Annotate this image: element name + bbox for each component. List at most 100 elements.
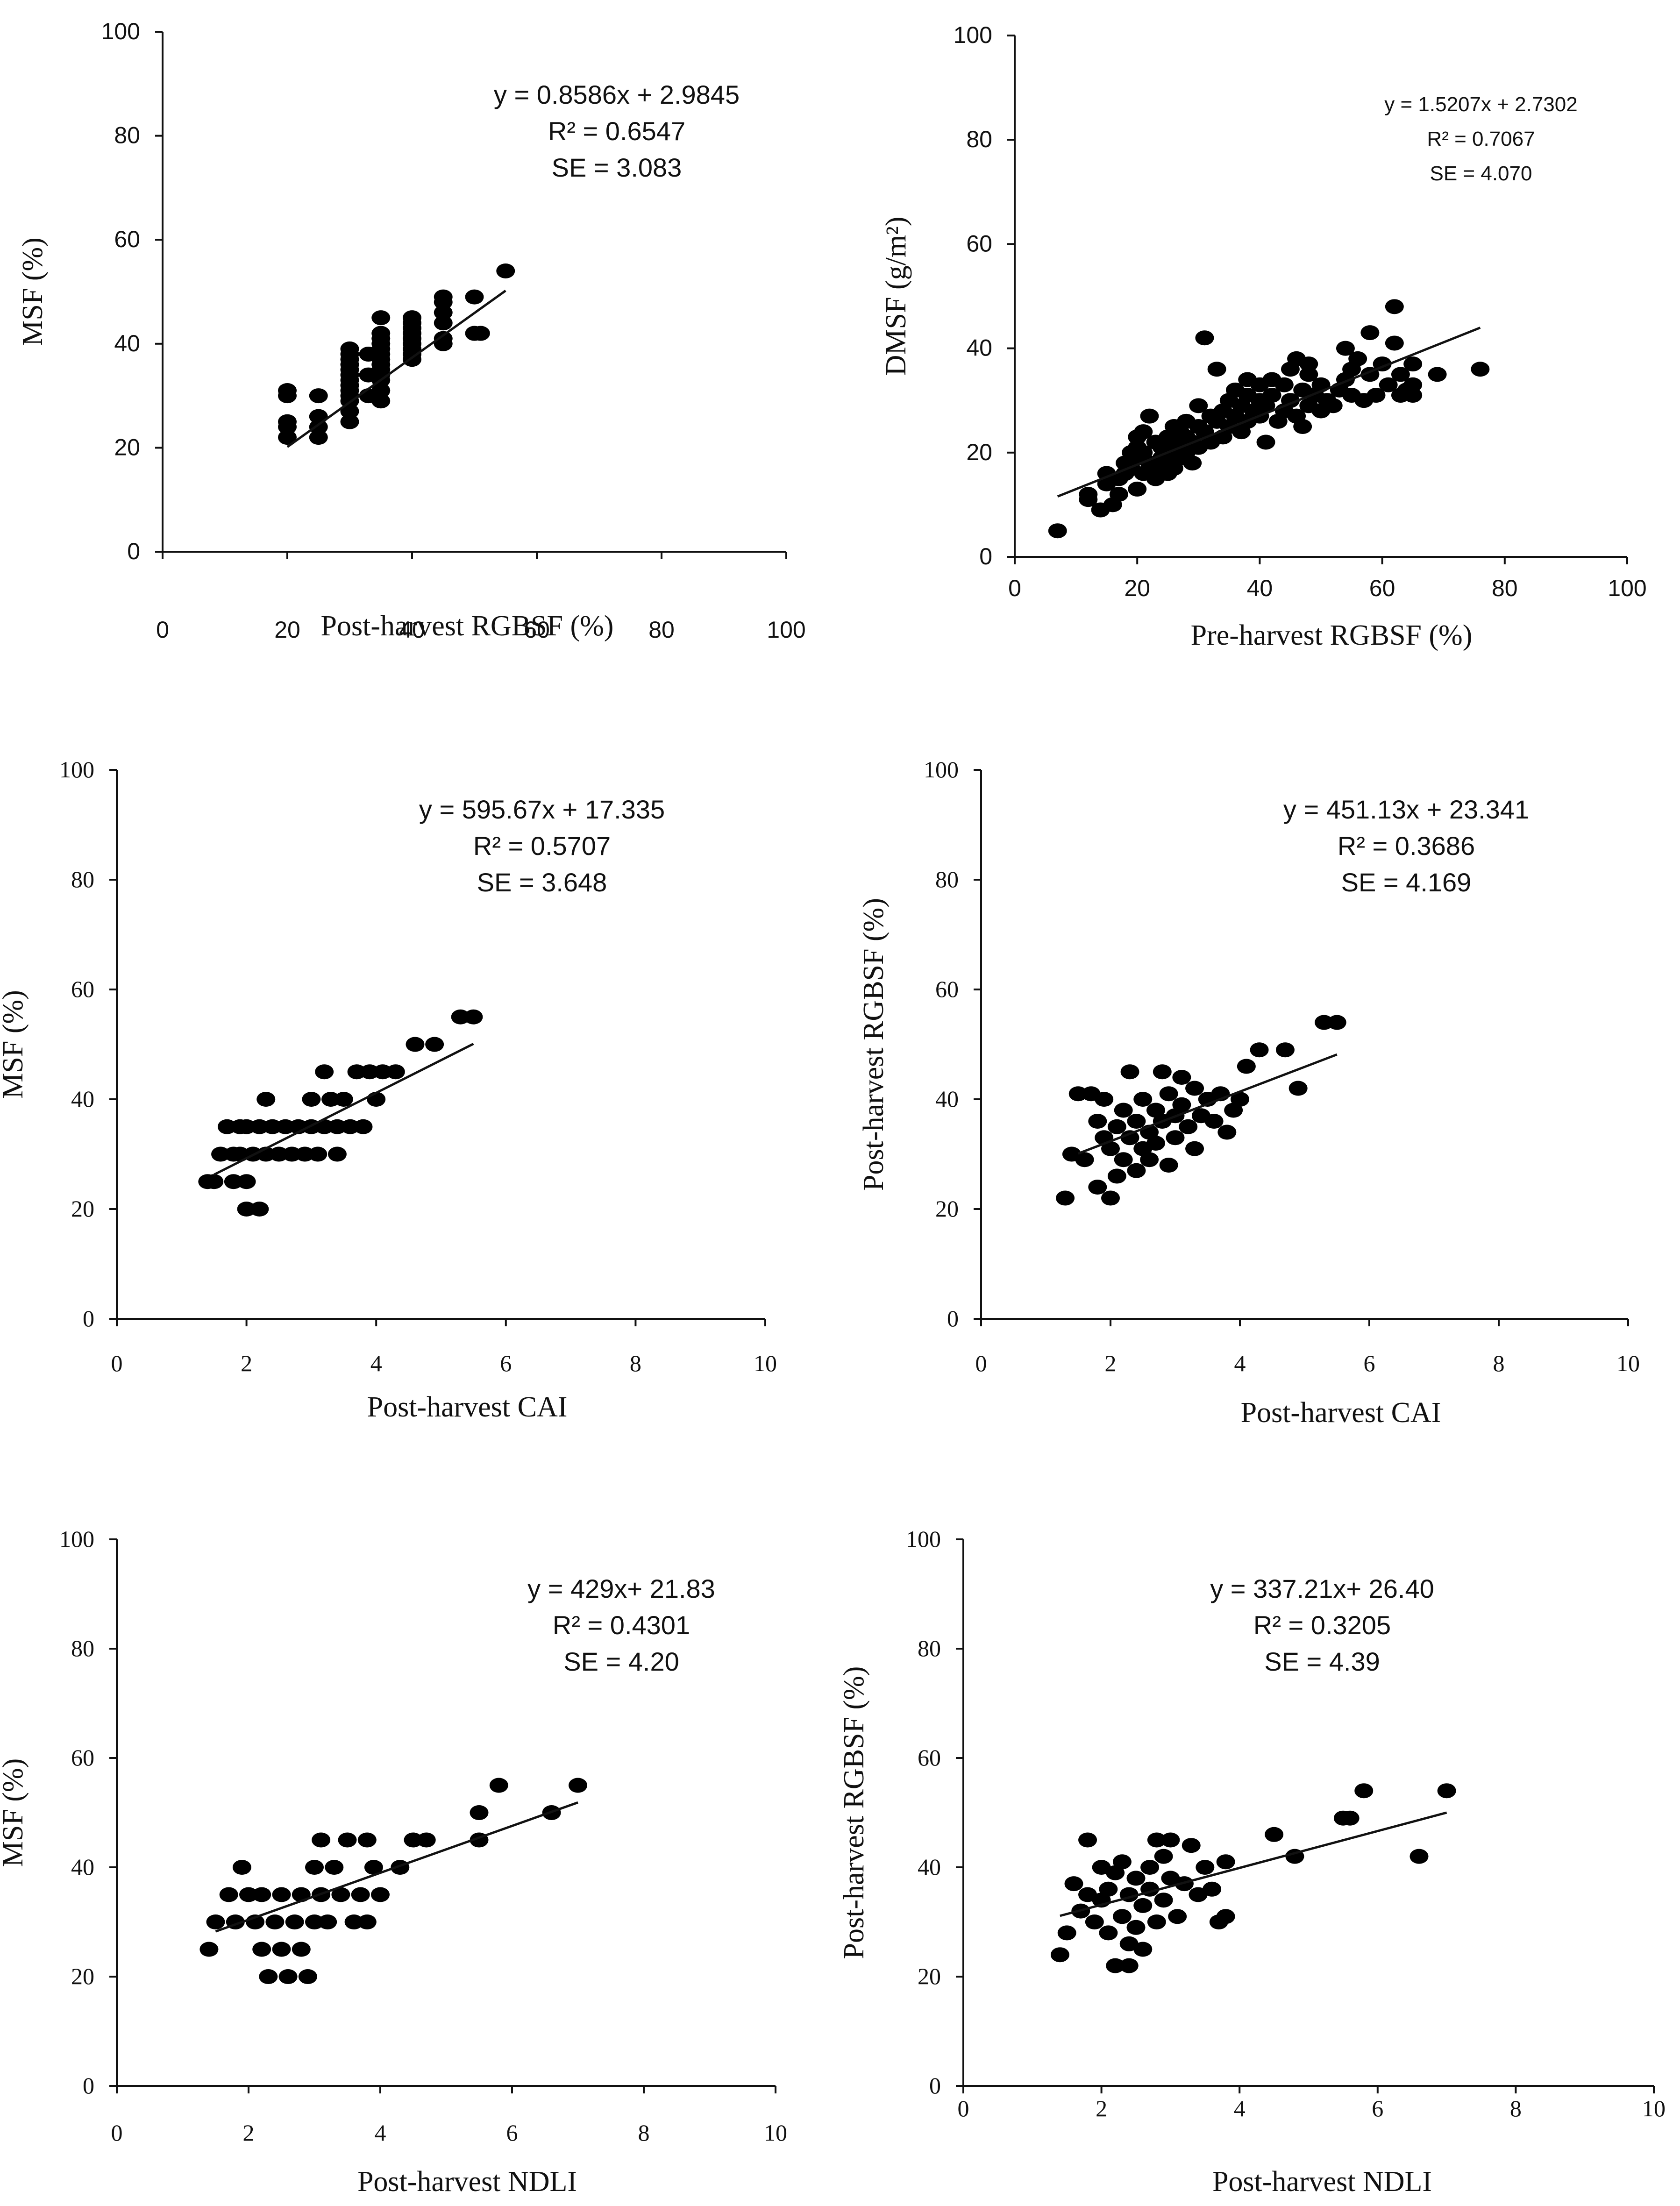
y-tick-label: 60 <box>71 976 94 1002</box>
data-point <box>360 1064 379 1080</box>
data-point <box>1327 1015 1346 1030</box>
data-point <box>1101 1190 1120 1206</box>
data-point <box>1196 1860 1215 1875</box>
x-tick-label: 2 <box>241 1350 252 1376</box>
y-tick-label: 80 <box>935 866 959 892</box>
data-point <box>1107 1168 1126 1184</box>
data-point <box>1134 424 1153 440</box>
x-tick-label: 8 <box>630 1350 641 1376</box>
y-tick-label: 0 <box>947 1305 959 1331</box>
data-point <box>1189 1887 1208 1902</box>
data-point <box>1437 1783 1456 1799</box>
regression-r2-label: R² = 0.6547 <box>548 116 685 146</box>
data-point <box>1379 377 1398 392</box>
data-point <box>403 310 421 326</box>
y-tick-label: 100 <box>59 1526 94 1552</box>
data-point <box>252 1887 271 1902</box>
data-point <box>272 1887 291 1902</box>
data-point <box>1182 1838 1201 1853</box>
data-point <box>1207 362 1226 377</box>
data-point <box>1048 523 1067 539</box>
data-point <box>1088 1180 1107 1195</box>
data-point <box>219 1887 238 1902</box>
data-point <box>1146 1136 1165 1151</box>
data-point <box>1471 362 1490 377</box>
y-tick-label: 80 <box>71 866 94 892</box>
regression-equation-label: y = 337.21x+ 26.40 <box>1210 1574 1434 1603</box>
regression-equation-label: y = 429x+ 21.83 <box>527 1574 715 1603</box>
data-point <box>224 1174 243 1189</box>
data-point <box>351 1887 370 1902</box>
data-point <box>1385 335 1404 351</box>
data-point <box>206 1914 225 1929</box>
panel-msf-vs-post-harvest-rgbsf: 0 20 40 60 80 100 0 20 40 60 80 100 Post-harvest RGB… <box>17 18 806 643</box>
data-point <box>340 341 359 356</box>
data-point <box>1315 1015 1334 1030</box>
y-tick-label: 60 <box>71 1744 94 1771</box>
data-point <box>1079 487 1098 502</box>
data-point <box>371 1887 390 1902</box>
data-point <box>1153 1064 1172 1080</box>
y-tick-label: 100 <box>59 756 94 783</box>
x-tick-label: 4 <box>370 1350 382 1376</box>
y-tick-label: 0 <box>127 538 140 564</box>
y-tick-label: 60 <box>966 230 992 256</box>
data-point <box>327 1146 347 1162</box>
x-tick-label: 8 <box>1510 2095 1522 2121</box>
data-point <box>321 1092 341 1107</box>
y-tick-label: 40 <box>918 1854 941 1880</box>
data-point <box>278 383 297 398</box>
data-point <box>1126 1871 1146 1886</box>
data-point <box>1348 351 1367 366</box>
data-point <box>1293 419 1312 434</box>
y-tick-label: 0 <box>979 543 992 569</box>
regression-se-label: SE = 4.39 <box>1264 1647 1380 1676</box>
data-point <box>386 1064 405 1080</box>
data-point <box>1231 1092 1249 1107</box>
y-tick-label: 100 <box>101 18 140 44</box>
data-point <box>371 393 391 409</box>
data-point <box>309 388 328 404</box>
panel-dmsf-vs-pre-harvest-rgbsf: 0 20 40 60 80 100 0 20 40 60 80 100 Pre-harvest RGBS… <box>880 22 1647 651</box>
data-point <box>465 289 484 305</box>
data-point <box>259 1969 278 1984</box>
data-point <box>1101 1141 1120 1156</box>
x-axis-title: Post-harvest CAI <box>1241 1397 1441 1429</box>
x-tick-label: 0 <box>111 2120 123 2146</box>
data-point <box>276 1119 295 1134</box>
data-point <box>270 1146 288 1162</box>
y-tick-label: 40 <box>935 1086 959 1112</box>
trendline <box>1057 327 1481 498</box>
data-point <box>451 1009 470 1025</box>
x-tick-label: 40 <box>399 617 425 643</box>
y-tick-label: 20 <box>935 1196 959 1222</box>
y-tick-label: 60 <box>114 226 140 252</box>
data-point <box>1127 1163 1146 1178</box>
data-point <box>364 1860 383 1875</box>
x-tick-label: 4 <box>1234 2095 1246 2121</box>
x-axis-title: Post-harvest NDLI <box>1212 2166 1432 2198</box>
data-point <box>309 419 328 434</box>
data-point <box>237 1174 256 1189</box>
regression-equation-label: y = 451.13x + 23.341 <box>1283 795 1529 824</box>
x-tick-label: 100 <box>767 617 805 643</box>
data-point <box>1336 341 1355 356</box>
regression-r2-label: R² = 0.3686 <box>1338 831 1475 861</box>
y-tick-label: 80 <box>966 126 992 152</box>
data-point <box>341 1119 360 1134</box>
data-point <box>1185 1141 1204 1156</box>
data-point <box>325 1860 344 1875</box>
data-point <box>1078 1887 1097 1902</box>
data-point <box>1114 1103 1133 1118</box>
x-tick-label: 10 <box>764 2120 787 2146</box>
data-point <box>471 326 490 341</box>
data-point <box>217 1119 236 1134</box>
x-tick-label: 0 <box>111 1350 123 1376</box>
y-tick-label: 20 <box>71 1963 94 1989</box>
data-point <box>371 326 391 341</box>
data-point <box>1161 1832 1180 1848</box>
data-point <box>340 414 359 429</box>
data-point <box>373 1064 392 1080</box>
